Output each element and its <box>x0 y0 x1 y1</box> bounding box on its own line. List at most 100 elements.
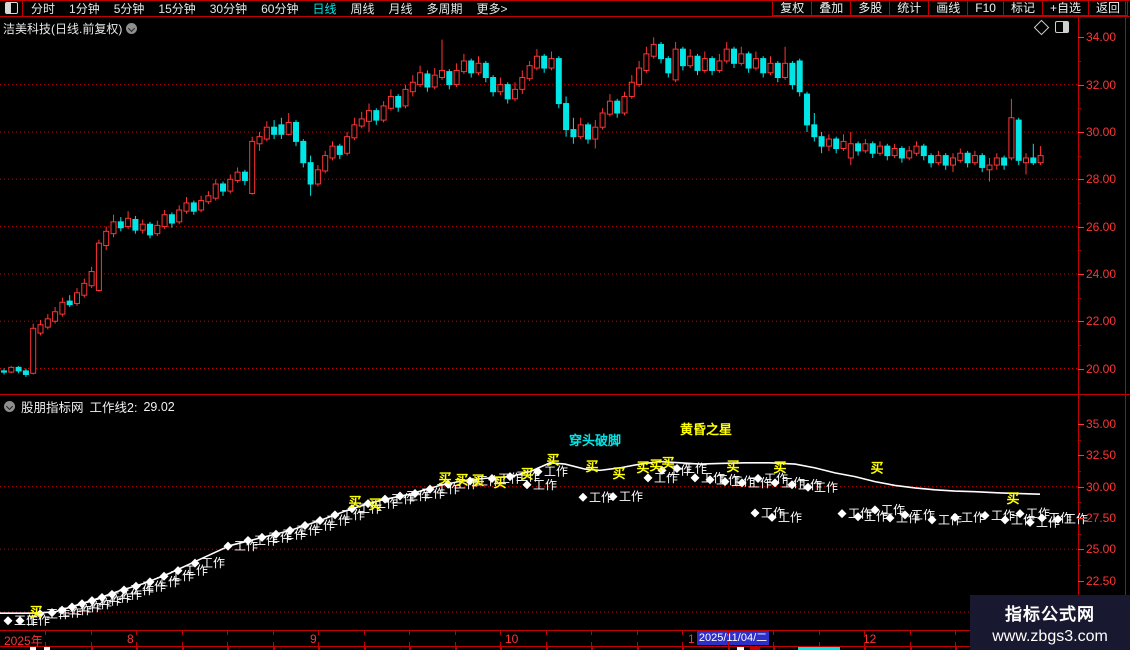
indicator-chevron-icon[interactable] <box>4 401 15 412</box>
date-tick <box>728 631 729 635</box>
period-tab-30分钟[interactable]: 30分钟 <box>209 1 248 16</box>
work-marker-label: 工作 <box>26 614 50 628</box>
window-right-border <box>1125 0 1126 650</box>
candle-body <box>8 366 15 373</box>
date-label-2025年: 2025年 <box>4 634 43 648</box>
work-diamond-marker <box>1025 517 1035 527</box>
date-tick <box>546 631 547 635</box>
date-tick <box>910 647 912 650</box>
work-marker-label: 工作 <box>764 472 788 486</box>
period-tab-15分钟[interactable]: 15分钟 <box>158 1 196 16</box>
buy-marker-label: 买 <box>773 460 786 475</box>
period-tab-分时[interactable]: 分时 <box>31 1 56 16</box>
watermark-url: www.zbgs3.com <box>992 628 1108 645</box>
selected-date-badge[interactable]: 2025/11/04/二 <box>697 631 769 645</box>
work-marker-label: 工作 <box>533 478 557 492</box>
axis-label: 30.00 <box>1086 479 1117 494</box>
date-tick <box>227 631 228 635</box>
candle-body <box>336 145 343 155</box>
date-axis[interactable]: 2025年 8 9 10 1 12 2025/11/04/二 <box>0 631 1130 648</box>
buy-marker-label: 买 <box>438 471 451 486</box>
work-diamond-marker <box>395 491 405 501</box>
axis-minor-tick <box>1078 439 1081 441</box>
candle-body <box>271 126 278 135</box>
work-marker-label: 工作 <box>1064 512 1088 526</box>
candle-body <box>533 55 540 69</box>
period-tab-1分钟[interactable]: 1分钟 <box>69 1 100 16</box>
candle-body <box>906 150 913 159</box>
date-tick <box>455 631 456 635</box>
date-tick <box>409 647 411 650</box>
buy-marker-label: 买 <box>493 475 506 490</box>
period-tab-日线[interactable]: 日线 <box>312 1 337 16</box>
candle-body <box>599 112 606 128</box>
date-tick <box>182 631 183 635</box>
chevron-down-icon[interactable] <box>126 23 138 34</box>
candle-body <box>504 84 511 100</box>
work-marker-label: 工作 <box>716 473 740 487</box>
layout-toggle-button[interactable] <box>0 0 23 16</box>
buy-marker-label: 买 <box>348 494 361 509</box>
date-tick <box>773 647 775 650</box>
date-axis-top-border <box>0 630 1130 631</box>
candle-body <box>847 143 854 159</box>
axis-minor-tick <box>1078 533 1081 535</box>
axis-label: 32.00 <box>1086 77 1117 92</box>
candle-body <box>44 318 51 328</box>
candle-body <box>395 95 402 108</box>
work-diamond-marker <box>159 571 169 581</box>
date-tick <box>45 631 46 635</box>
period-tab-月线[interactable]: 月线 <box>388 1 413 16</box>
candle-body <box>117 221 124 229</box>
axis-minor-tick <box>1078 297 1081 299</box>
period-tab-多周期[interactable]: 多周期 <box>426 1 463 16</box>
work-diamond-marker <box>770 478 780 488</box>
axis-tick <box>1078 549 1084 551</box>
candle-body <box>723 48 730 62</box>
period-tab-更多>[interactable]: 更多> <box>476 1 508 16</box>
indicator-name: 工作线2: <box>89 401 138 415</box>
work-diamond-marker <box>243 536 253 546</box>
pane-split-icon[interactable] <box>1055 21 1069 33</box>
buy-marker-label: 买 <box>612 466 625 481</box>
work-diamond-marker <box>465 476 475 486</box>
date-tick <box>409 642 410 646</box>
candle-body <box>679 48 686 67</box>
toolbar-button-返回[interactable]: 返回 <box>1087 0 1128 16</box>
candle-body <box>15 366 22 372</box>
period-tab-周线[interactable]: 周线 <box>350 1 375 16</box>
date-tick <box>682 642 683 646</box>
candle-body <box>548 58 555 69</box>
candle-body <box>147 223 153 236</box>
date-tick <box>546 642 547 646</box>
work-diamond-marker <box>57 605 67 615</box>
buy-marker-label: 买 <box>455 472 468 487</box>
date-tick <box>591 647 593 650</box>
work-marker-label: 工作 <box>881 503 905 517</box>
period-tab-60分钟[interactable]: 60分钟 <box>261 1 299 16</box>
period-tab-5分钟[interactable]: 5分钟 <box>113 1 145 16</box>
date-tick <box>273 647 275 650</box>
candle-body <box>752 58 759 69</box>
work-diamond-marker <box>173 566 183 576</box>
work-diamond-marker <box>803 482 813 492</box>
work-diamond-marker <box>347 504 357 514</box>
axis-tick <box>1078 273 1084 275</box>
axis-tick <box>1078 455 1084 457</box>
work-diamond-marker <box>837 509 847 519</box>
candle-body <box>928 155 935 164</box>
candle-body <box>687 55 694 67</box>
candle-body <box>22 370 29 375</box>
work-diamond-marker <box>980 510 990 520</box>
work-marker-label: 工作 <box>184 564 208 578</box>
candle-body <box>950 157 956 166</box>
axis-label: 25.00 <box>1086 542 1117 557</box>
axis-label: 22.00 <box>1086 314 1117 329</box>
candle-body <box>417 72 424 86</box>
candle-body <box>132 218 139 231</box>
candle-body <box>942 155 949 166</box>
candle-body <box>468 60 475 74</box>
axis-tick <box>1078 580 1084 582</box>
work-diamond-marker <box>767 512 777 522</box>
